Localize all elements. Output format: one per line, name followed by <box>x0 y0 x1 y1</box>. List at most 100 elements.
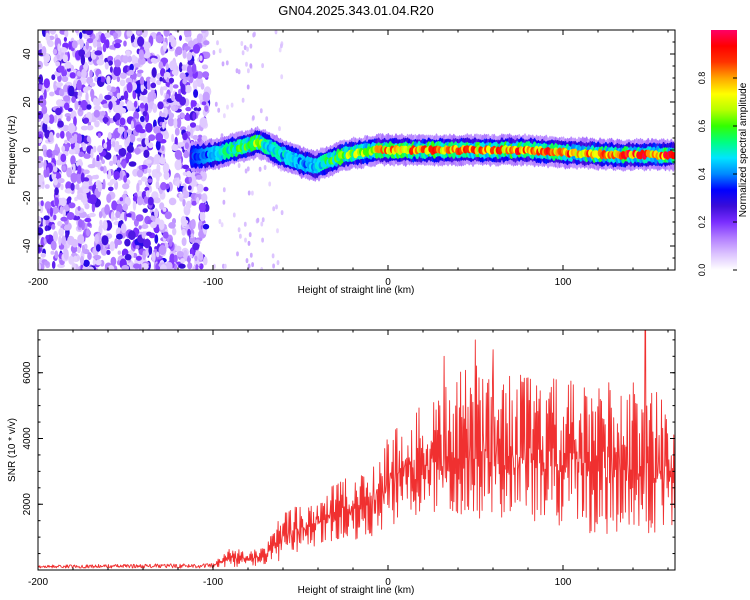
noise-cell <box>115 140 120 147</box>
noise-cell <box>57 65 65 73</box>
noise-cell <box>123 90 129 101</box>
noise-cell <box>104 204 110 215</box>
noise-cell <box>155 180 160 190</box>
noise-cell <box>183 206 190 211</box>
noise-cell <box>184 46 191 51</box>
noise-cell <box>38 263 41 270</box>
noise-cell <box>159 86 164 96</box>
snr-y-label: SNR (10 * v/v) <box>7 418 18 482</box>
noise-cell <box>151 169 157 178</box>
noise-cell <box>275 204 278 210</box>
noise-cell <box>38 111 44 120</box>
noise-cell <box>249 252 253 258</box>
noise-cell <box>195 174 203 180</box>
noise-cell <box>142 250 147 261</box>
noise-cell <box>178 193 184 198</box>
noise-cell <box>110 96 118 102</box>
noise-cell <box>221 61 225 67</box>
noise-cell <box>247 68 250 74</box>
noise-cell <box>261 63 264 69</box>
noise-cell <box>237 163 241 168</box>
noise-cell <box>121 264 130 270</box>
noise-cell <box>49 207 54 217</box>
noise-cell <box>126 82 133 93</box>
noise-cell <box>73 116 77 127</box>
noise-cell <box>237 227 241 233</box>
noise-cell <box>74 30 80 34</box>
noise-cell <box>43 261 50 266</box>
noise-cell <box>185 106 192 112</box>
noise-cell <box>201 135 208 142</box>
noise-cell <box>193 89 199 98</box>
noise-cell <box>68 202 76 209</box>
noise-cell <box>139 102 145 109</box>
noise-cell <box>149 77 156 83</box>
noise-cell <box>99 224 104 229</box>
noise-cell <box>192 44 201 54</box>
noise-cell <box>265 116 269 122</box>
noise-cell <box>44 225 49 232</box>
snr-x-tick-label: -100 <box>203 577 223 588</box>
noise-cell <box>40 200 44 207</box>
noise-cell <box>108 101 113 110</box>
noise-cell <box>133 263 141 269</box>
noise-cell <box>55 82 64 87</box>
noise-cell <box>155 132 164 142</box>
noise-cell <box>241 50 245 56</box>
noise-cell <box>67 196 72 202</box>
noise-cell <box>80 54 86 66</box>
noise-cell <box>144 180 149 186</box>
noise-cell <box>261 217 265 223</box>
noise-cell <box>162 162 170 174</box>
noise-cell <box>178 62 183 73</box>
noise-cell <box>45 235 50 240</box>
noise-cell <box>138 49 144 60</box>
noise-cell <box>98 93 103 102</box>
noise-cell <box>218 219 222 224</box>
noise-cell <box>61 124 70 132</box>
noise-cell <box>71 96 76 103</box>
noise-cell <box>46 149 53 158</box>
noise-cell <box>104 94 112 101</box>
noise-cell <box>183 30 192 38</box>
noise-cell <box>158 219 165 231</box>
noise-cell <box>58 88 65 97</box>
noise-cell <box>237 69 241 75</box>
noise-cell <box>105 39 110 49</box>
noise-cell <box>135 255 142 261</box>
noise-cell <box>95 259 102 266</box>
noise-cell <box>259 108 263 114</box>
noise-cell <box>156 172 160 183</box>
noise-cell <box>180 83 186 95</box>
noise-cell <box>245 258 249 264</box>
noise-cell <box>256 217 260 223</box>
noise-cell <box>53 177 58 186</box>
noise-cell <box>145 190 150 198</box>
noise-cell <box>147 91 155 103</box>
noise-cell <box>38 137 43 144</box>
noise-cell <box>162 231 169 239</box>
noise-cell <box>201 101 207 106</box>
noise-cell <box>178 88 182 95</box>
noise-cell <box>163 41 167 52</box>
noise-cell <box>42 122 48 133</box>
noise-cell <box>199 211 206 222</box>
noise-cell <box>172 84 179 89</box>
noise-cell <box>278 47 282 53</box>
noise-cell <box>82 181 90 187</box>
noise-cell <box>182 49 187 59</box>
noise-cell <box>198 252 204 261</box>
noise-cell <box>57 220 63 227</box>
noise-cell <box>179 96 187 106</box>
noise-cell <box>146 80 151 90</box>
noise-cell <box>274 30 278 35</box>
noise-cell <box>38 60 43 70</box>
noise-cell <box>123 129 127 140</box>
noise-cell <box>179 35 182 41</box>
noise-cell <box>91 202 96 213</box>
noise-cell <box>190 100 197 107</box>
noise-cell <box>276 228 279 234</box>
noise-cell <box>119 72 127 79</box>
noise-cell <box>182 78 187 85</box>
noise-cell <box>97 132 102 138</box>
